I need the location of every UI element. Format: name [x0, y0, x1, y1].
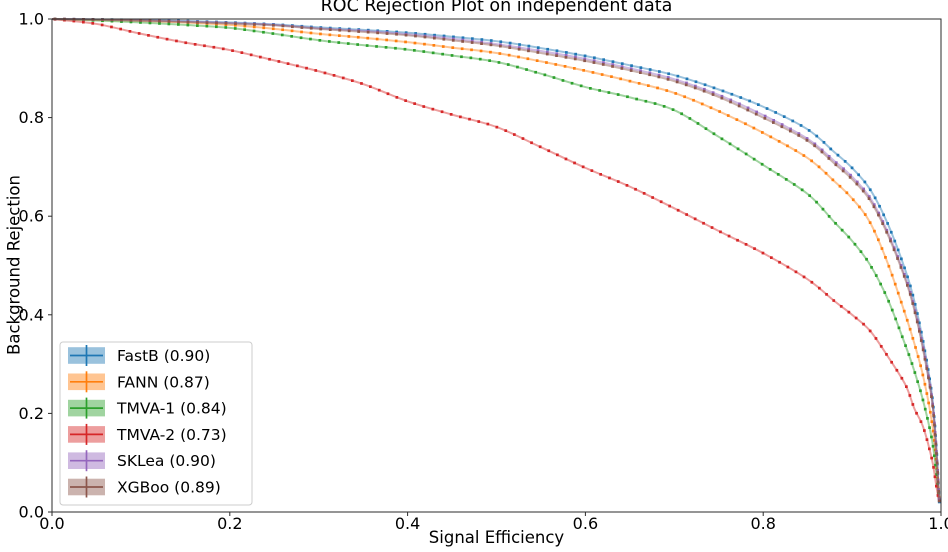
- svg-text:0.8: 0.8: [750, 514, 775, 533]
- svg-text:0.6: 0.6: [573, 514, 598, 533]
- svg-text:0.0: 0.0: [19, 503, 44, 522]
- legend-item-xgboo: XGBoo (0.89): [68, 476, 221, 498]
- legend-item-sklea: SKLea (0.90): [68, 450, 216, 472]
- legend-label-fann: FANN (0.87): [117, 373, 210, 391]
- x-axis-ticks: 0.0 0.2 0.4 0.6 0.8 1.0: [39, 512, 948, 533]
- svg-text:0.4: 0.4: [19, 305, 44, 324]
- curve-markers-xgboo: [53, 17, 941, 503]
- svg-text:0.2: 0.2: [217, 514, 242, 533]
- svg-text:0.6: 0.6: [19, 207, 44, 226]
- curve-xgboo: [51, 17, 941, 503]
- legend-label-tmva-2: TMVA-2 (0.73): [116, 426, 227, 444]
- legend-box: [59, 341, 253, 506]
- legend-item-tmva-2: TMVA-2 (0.73): [68, 423, 227, 445]
- svg-text:0.8: 0.8: [19, 108, 44, 127]
- x-axis-label: Signal Efficiency: [428, 528, 565, 547]
- legend-item-fann: FANN (0.87): [68, 371, 210, 393]
- curves: [51, 17, 941, 504]
- curve-tmva-2: [51, 18, 941, 503]
- curve-tmva-1: [51, 17, 941, 503]
- curve-line-tmva-1: [51, 18, 941, 503]
- curve-markers-tmva-2: [53, 18, 940, 497]
- legend-item-fastb: FastB (0.90): [68, 345, 210, 366]
- plot-border: [51, 18, 942, 513]
- svg-text:0.0: 0.0: [39, 514, 64, 533]
- y-axis-label: Background Rejection: [4, 175, 24, 355]
- svg-text:0.4: 0.4: [395, 514, 420, 533]
- svg-text:1.0: 1.0: [928, 514, 948, 533]
- legend-label-sklea: SKLea (0.90): [117, 452, 216, 470]
- legend: FastB (0.90) FANN (0.87) TMVA-1 (0.84) TMVA…: [59, 341, 253, 506]
- svg-text:1.0: 1.0: [19, 10, 44, 29]
- legend-label-tmva-1: TMVA-1 (0.84): [116, 400, 227, 418]
- legend-label-xgboo: XGBoo (0.89): [117, 479, 221, 497]
- chart-title: ROC Rejection Plot on independent data: [320, 0, 673, 16]
- legend-item-tmva-1: TMVA-1 (0.84): [68, 397, 227, 419]
- legend-label-fastb: FastB (0.90): [117, 347, 210, 365]
- y-axis-ticks: 0.0 0.2 0.4 0.6 0.8 1.0: [19, 10, 52, 522]
- svg-text:0.2: 0.2: [19, 404, 44, 423]
